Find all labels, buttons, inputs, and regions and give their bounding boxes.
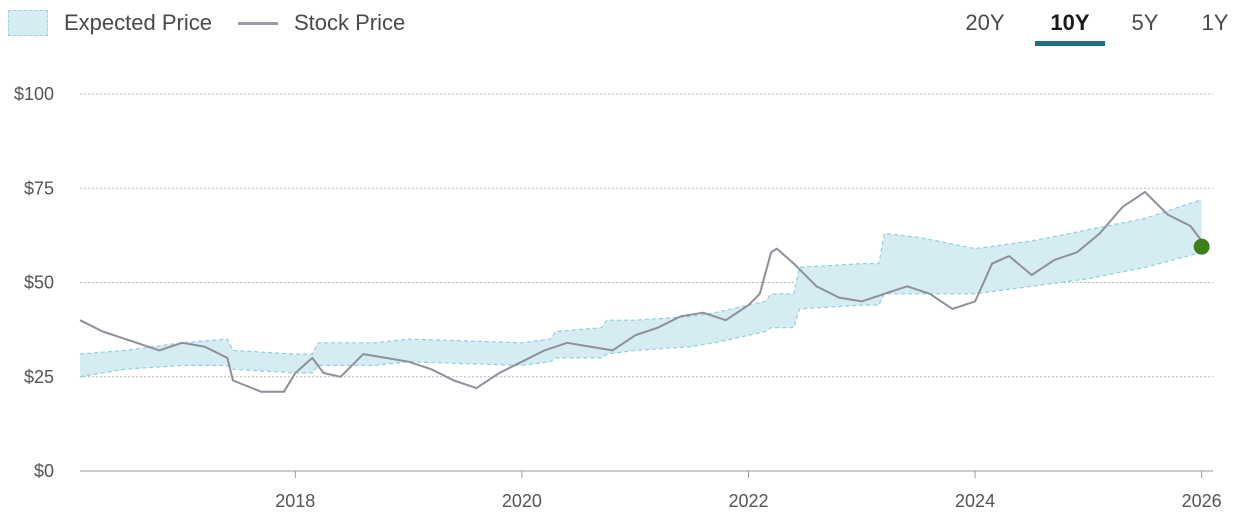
chart-legend: Expected Price Stock Price — [8, 8, 431, 38]
tab-20y[interactable]: 20Y — [965, 10, 1005, 35]
y-tick-label-100: $100 — [14, 84, 54, 104]
tab-1y[interactable]: 1Y — [1201, 10, 1229, 35]
current-price-marker — [1193, 238, 1210, 255]
x-tick-label-2022: 2022 — [728, 491, 768, 511]
time-range-tabs: 20Y 10Y 5Y 1Y — [955, 6, 1241, 46]
expected-price-swatch — [8, 10, 48, 36]
y-tick-label-75: $75 — [24, 178, 54, 198]
legend-label-stock-price: Stock Price — [293, 10, 406, 35]
x-tick-label-2024: 2024 — [955, 491, 995, 511]
stock-price-line — [79, 191, 1203, 393]
legend-item-expected-price[interactable]: Expected Price — [8, 10, 212, 36]
legend-label-expected-price: Expected Price — [64, 10, 212, 35]
tab-10y[interactable]: 10Y — [1035, 6, 1105, 46]
stock-price-swatch — [237, 21, 278, 25]
tab-5y[interactable]: 5Y — [1131, 10, 1159, 35]
x-tick-label-2020: 2020 — [502, 491, 542, 511]
y-tick-label-25: $25 — [24, 367, 54, 387]
expected-price-band — [80, 199, 1202, 377]
x-tick-label-2018: 2018 — [275, 491, 315, 511]
x-tick-label-2026: 2026 — [1182, 491, 1222, 511]
y-tick-label-50: $50 — [24, 273, 54, 293]
legend-item-stock-price[interactable]: Stock Price — [237, 10, 406, 36]
y-tick-label-0: $0 — [34, 461, 54, 481]
